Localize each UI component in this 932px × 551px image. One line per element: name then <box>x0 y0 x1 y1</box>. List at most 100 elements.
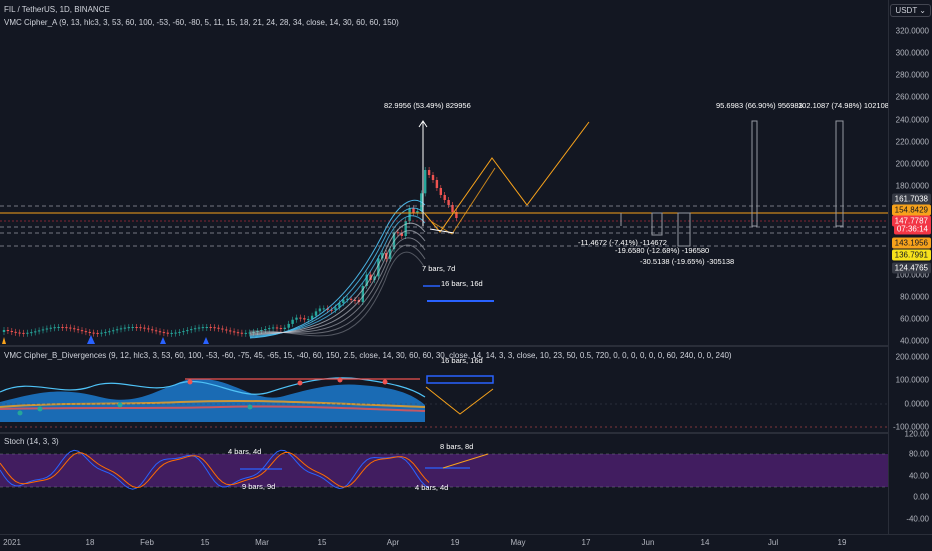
signal-dot <box>117 402 123 408</box>
ribbon-line <box>249 237 426 334</box>
candle-body <box>256 330 259 332</box>
candle-body <box>232 331 236 333</box>
ribbon-line <box>249 251 426 337</box>
cipher-b-pane[interactable]: VMC Cipher_B_Divergences (9, 12, hlc3, 3… <box>0 347 888 432</box>
candle-body <box>334 307 337 310</box>
candle-body <box>377 258 380 277</box>
candle-body <box>170 332 173 334</box>
candle-body <box>123 327 127 329</box>
candle-body <box>178 331 181 333</box>
cipher-b-legend: VMC Cipher_B_Divergences (9, 12, hlc3, 3… <box>4 351 732 360</box>
candle-body <box>193 328 197 330</box>
price-label: 124.4765 <box>891 262 931 274</box>
stoch-legend: Stoch (14, 3, 3) <box>4 437 59 446</box>
candle-body <box>310 315 314 319</box>
currency-label: USDT <box>895 6 918 15</box>
candle-body <box>186 330 189 332</box>
candle-body <box>244 332 247 334</box>
time-axis[interactable]: 2021 18 Feb 15 Mar 15 Apr 19 May 17 Jun 14 Jul 19 <box>0 534 932 551</box>
candle-body <box>268 328 271 330</box>
axis-tick: -40.00 <box>906 514 929 524</box>
candle-body <box>303 318 306 320</box>
range-label-target1: 95.6983 (66.90%) 956983 <box>716 101 803 110</box>
candle-body <box>162 332 166 334</box>
time-tick: 2021 <box>3 538 21 547</box>
candle-body <box>229 330 232 332</box>
price-label: 07:36:14 <box>893 223 931 235</box>
candle-body <box>248 332 251 334</box>
pane-separator[interactable] <box>0 432 932 434</box>
candlestick-series <box>2 167 458 337</box>
candle-body <box>447 200 450 205</box>
stoch-bars-4b: 4 bars, 4d <box>415 483 449 492</box>
pane-separator[interactable] <box>0 345 932 347</box>
time-tick: Feb <box>140 538 154 547</box>
axis-tick: 0.00 <box>913 492 929 502</box>
candle-body <box>225 329 228 331</box>
axis-tick: 80.00 <box>908 449 929 459</box>
candle-body <box>10 330 13 332</box>
range-label-drop2: -19.6580 (-12.68%) -196580 <box>615 246 710 255</box>
candle-body <box>314 311 318 316</box>
axis-tick: 280.0000 <box>895 70 929 80</box>
ribbon-line <box>249 207 426 338</box>
candle-body <box>400 232 403 236</box>
candle-body <box>349 298 353 300</box>
stoch-bars-9: 9 bars, 9d <box>242 482 276 491</box>
candle-body <box>346 298 349 300</box>
candle-body <box>221 328 224 330</box>
candle-body <box>322 308 325 310</box>
axis-tick: -100.0000 <box>892 422 929 432</box>
candle-body <box>404 221 407 236</box>
candle-body <box>131 327 134 329</box>
time-tick: 18 <box>85 538 95 547</box>
candle-body <box>416 211 419 213</box>
axis-tick: 300.0000 <box>895 48 929 58</box>
candle-body <box>147 328 150 330</box>
candle-body <box>158 331 162 333</box>
candle-body <box>451 205 454 212</box>
candle-body <box>361 285 364 302</box>
candle-body <box>209 327 212 329</box>
candle-body <box>299 317 302 319</box>
candle-body <box>22 332 25 334</box>
candle-body <box>279 328 283 330</box>
price-label: 161.7038 <box>891 193 931 205</box>
candle-body <box>260 329 263 331</box>
axis-tick: 60.0000 <box>900 314 929 324</box>
time-tick: 15 <box>200 538 210 547</box>
candle-body <box>236 332 240 334</box>
axis-tick: 220.0000 <box>895 137 929 147</box>
candle-body <box>57 327 60 329</box>
candle-body <box>455 212 458 218</box>
candle-body <box>26 332 29 334</box>
candle-body <box>342 299 345 304</box>
time-tick: 15 <box>317 538 327 547</box>
price-label: 143.1956 <box>891 237 931 249</box>
candle-body <box>135 327 138 329</box>
candle-body <box>291 319 294 324</box>
candle-body <box>100 332 103 334</box>
candle-body <box>240 332 244 334</box>
range-label-target2: 102.1087 (74.98%) 1021087 <box>798 101 894 110</box>
candle-body <box>424 170 427 194</box>
candle-body <box>112 330 115 332</box>
currency-button[interactable]: USDT ⌄ <box>890 4 931 17</box>
candle-body <box>30 332 33 334</box>
axis-tick: 80.0000 <box>900 292 929 302</box>
candle-body <box>104 332 107 334</box>
price-pane[interactable]: FIL / TetherUS, 1D, BINANCE VMC Cipher_A… <box>0 0 893 345</box>
ribbon-line <box>249 244 426 334</box>
candle-body <box>443 195 446 200</box>
stoch-pane[interactable]: Stoch (14, 3, 3) 4 bars, 4d 9 bars, 9d 4… <box>0 434 888 534</box>
candle-body <box>252 331 255 333</box>
candle-body <box>307 318 310 320</box>
price-axis[interactable]: USDT ⌄ 320.0000 300.0000 280.0000 260.0000 2… <box>888 0 932 534</box>
signal-dot <box>382 379 388 385</box>
candle-body <box>108 331 111 333</box>
candle-body <box>73 328 76 330</box>
ribbon-line <box>249 230 426 335</box>
candle-body <box>295 317 298 320</box>
candle-body <box>37 330 41 332</box>
measure-arrows <box>418 120 844 302</box>
